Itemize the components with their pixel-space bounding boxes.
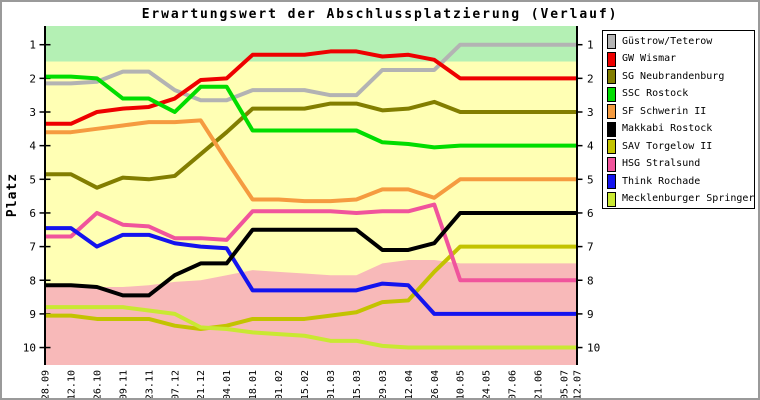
legend-item: SAV Torgelow II [607, 138, 754, 156]
x-tick-label: 18.01 [248, 370, 259, 400]
legend-swatch [607, 86, 616, 102]
legend-swatch [607, 139, 616, 155]
legend-label: HSG Stralsund [622, 158, 701, 170]
legend-item: SG Neubrandenburg [607, 68, 754, 86]
x-tick-label: 12.04 [404, 370, 415, 400]
legend-item: HSG Stralsund [607, 156, 754, 174]
series-line-ssc-rostock [45, 74, 577, 150]
x-tick-label: 23.11 [144, 370, 155, 400]
y-tick-label: 2 [29, 72, 36, 85]
series-line-sf-schwerin-ii [45, 118, 577, 204]
legend-item: Think Rochade [607, 173, 754, 191]
zone-relegation [45, 260, 577, 365]
x-tick-label: 10.05 [456, 370, 467, 400]
series-line-hsg-stralsund [45, 202, 577, 283]
x-tick-label: 15.02 [300, 370, 311, 400]
x-tick-label: 01.02 [274, 370, 285, 400]
legend-label: Makkabi Rostock [622, 123, 713, 135]
series-line-mecklenburger-springer [45, 305, 577, 350]
legend-swatch [607, 191, 616, 207]
legend-swatch [607, 156, 616, 172]
legend-item: SSC Rostock [607, 86, 754, 104]
y-tick-label-right: 5 [587, 173, 594, 186]
y-tick-label: 3 [29, 106, 36, 119]
legend-label: SSC Rostock [622, 88, 689, 100]
legend-item: GW Wismar [607, 51, 754, 69]
y-tick-label: 9 [29, 308, 36, 321]
legend-swatch [607, 174, 616, 190]
legend: Güstrow/Teterow GW Wismar SG Neubrandenbur… [602, 30, 755, 209]
legend-item: Mecklenburger Springer [607, 191, 754, 209]
x-tick-label: 24.05 [482, 370, 493, 400]
x-tick-label: 21.12 [196, 370, 207, 400]
y-tick-label: 7 [29, 241, 36, 254]
legend-swatch [607, 121, 616, 137]
legend-item: Makkabi Rostock [607, 121, 754, 139]
legend-label: SAV Torgelow II [622, 140, 713, 152]
x-tick-label: 26.04 [430, 370, 441, 400]
series-line-makkabi-rostock [45, 210, 577, 298]
y-tick-label: 8 [29, 274, 36, 287]
y-tick-label-right: 9 [587, 308, 594, 321]
series-line-sav-torgelow-ii [45, 244, 577, 332]
y-tick-label-right: 8 [587, 274, 594, 287]
y-tick-label-right: 1 [587, 39, 594, 52]
y-tick-label: 4 [29, 140, 36, 153]
legend-label: Mecklenburger Springer [622, 193, 755, 205]
y-tick-label-right: 7 [587, 241, 594, 254]
x-tick-label: 05.07 [560, 370, 571, 400]
series-line-g-strow-teterow [45, 42, 577, 103]
legend-item: Güstrow/Teterow [607, 33, 754, 51]
x-tick-label: 15.03 [352, 370, 363, 400]
y-tick-label-right: 10 [587, 342, 600, 355]
y-tick-label-right: 6 [587, 207, 594, 220]
x-tick-label: 12.10 [66, 370, 77, 400]
x-tick-label: 12.07 [573, 370, 584, 400]
series-line-gw-wismar [45, 49, 577, 126]
x-tick-label: 28.09 [41, 370, 52, 400]
y-tick-label: 1 [29, 39, 36, 52]
legend-swatch [607, 34, 616, 50]
legend-label: Think Rochade [622, 175, 701, 187]
y-tick-label: 6 [29, 207, 36, 220]
y-tick-label: 10 [23, 342, 36, 355]
x-tick-label: 29.03 [378, 370, 389, 400]
x-tick-label: 21.06 [534, 370, 545, 400]
x-tick-label: 09.11 [118, 370, 129, 400]
y-axis-title: Platz [5, 173, 20, 217]
legend-swatch [607, 104, 616, 120]
x-tick-label: 07.12 [170, 370, 181, 400]
legend-swatch [607, 69, 616, 85]
legend-label: SF Schwerin II [622, 105, 707, 117]
x-tick-label: 01.03 [326, 370, 337, 400]
legend-label: Güstrow/Teterow [622, 35, 713, 47]
y-tick-label-right: 3 [587, 106, 594, 119]
y-tick-label-right: 4 [587, 140, 594, 153]
legend-swatch [607, 51, 616, 67]
series-line-sg-neubrandenburg [45, 99, 577, 190]
y-tick-label: 5 [29, 173, 36, 186]
x-tick-label: 07.06 [508, 370, 519, 400]
legend-item: SF Schwerin II [607, 103, 754, 121]
legend-label: GW Wismar [622, 53, 677, 65]
x-tick-label: 04.01 [222, 370, 233, 400]
chart-title: Erwartungswert der Abschlussplatzierung … [142, 7, 619, 22]
legend-label: SG Neubrandenburg [622, 70, 725, 82]
series-line-think-rochade [45, 226, 577, 316]
y-tick-label-right: 2 [587, 72, 594, 85]
x-tick-label: 26.10 [92, 370, 103, 400]
